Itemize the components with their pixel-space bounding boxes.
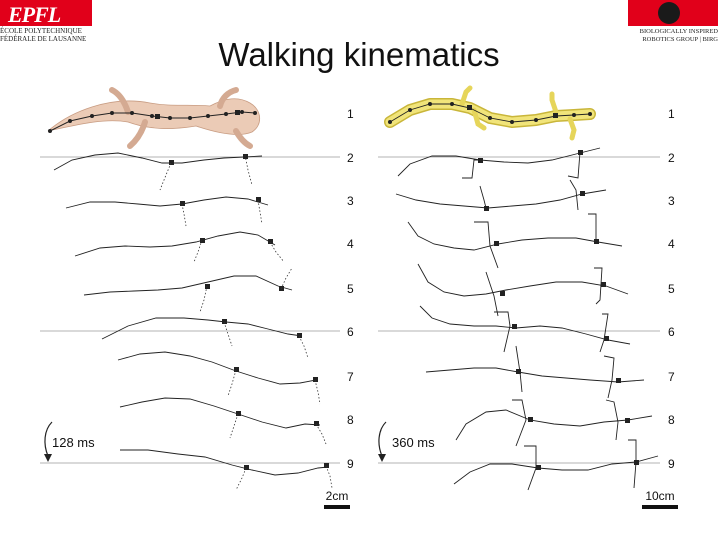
right-row-label-5: 5	[668, 282, 675, 296]
reference-lines	[40, 156, 660, 464]
left-row-label-6: 6	[347, 325, 354, 339]
right-limb-traces	[462, 151, 637, 491]
left-limb-traces	[159, 154, 333, 491]
right-trace-markers	[478, 150, 639, 470]
right-robot-silhouette	[384, 85, 596, 141]
right-time-label: 360 ms	[392, 435, 435, 450]
page-title: Walking kinematics	[218, 36, 500, 73]
left-traces	[53, 152, 329, 476]
left-row-labels: 1 2 3 4 5 6 7 8 9	[347, 107, 354, 471]
birg-logo: BIOLOGICALLY INSPIRED ROBOTICS GROUP | B…	[626, 0, 718, 46]
right-row-label-6: 6	[668, 325, 675, 339]
right-row-label-9: 9	[668, 457, 675, 471]
right-row-labels: 1 2 3 4 5 6 7 8 9	[668, 107, 675, 471]
left-salamander-silhouette	[47, 87, 261, 149]
right-row-label-1: 1	[668, 107, 675, 121]
left-row-label-5: 5	[347, 282, 354, 296]
epfl-logo: EPFL ÉCOLE POLYTECHNIQUE FÉDÉRALE DE LAU…	[0, 0, 92, 46]
left-row-label-9: 9	[347, 457, 354, 471]
epfl-logo-text: ÉCOLE POLYTECHNIQUE FÉDÉRALE DE LAUSANNE	[0, 27, 87, 43]
right-row-label-3: 3	[668, 194, 675, 208]
birg-logo-text: BIOLOGICALLY INSPIRED ROBOTICS GROUP | B…	[639, 28, 718, 43]
left-scale-bar	[324, 505, 350, 509]
left-row-label-1: 1	[347, 107, 354, 121]
right-row-label-7: 7	[668, 370, 675, 384]
right-row-label-8: 8	[668, 413, 675, 427]
right-scale-bar	[642, 505, 678, 509]
left-row-label-8: 8	[347, 413, 354, 427]
birg-logo-mark	[628, 0, 718, 26]
right-traces	[395, 147, 659, 485]
right-row-label-2: 2	[668, 151, 675, 165]
left-row-label-2: 2	[347, 151, 354, 165]
left-trace-markers	[169, 154, 329, 470]
left-time-label: 128 ms	[52, 435, 95, 450]
left-scale-label: 2cm	[326, 489, 349, 503]
left-row-label-3: 3	[347, 194, 354, 208]
left-row-label-4: 4	[347, 237, 354, 251]
time-arrows	[44, 421, 387, 457]
right-scale-label: 10cm	[645, 489, 674, 503]
right-row-label-4: 4	[668, 237, 675, 251]
epfl-logo-mark: EPFL	[0, 0, 92, 27]
left-row-label-7: 7	[347, 370, 354, 384]
